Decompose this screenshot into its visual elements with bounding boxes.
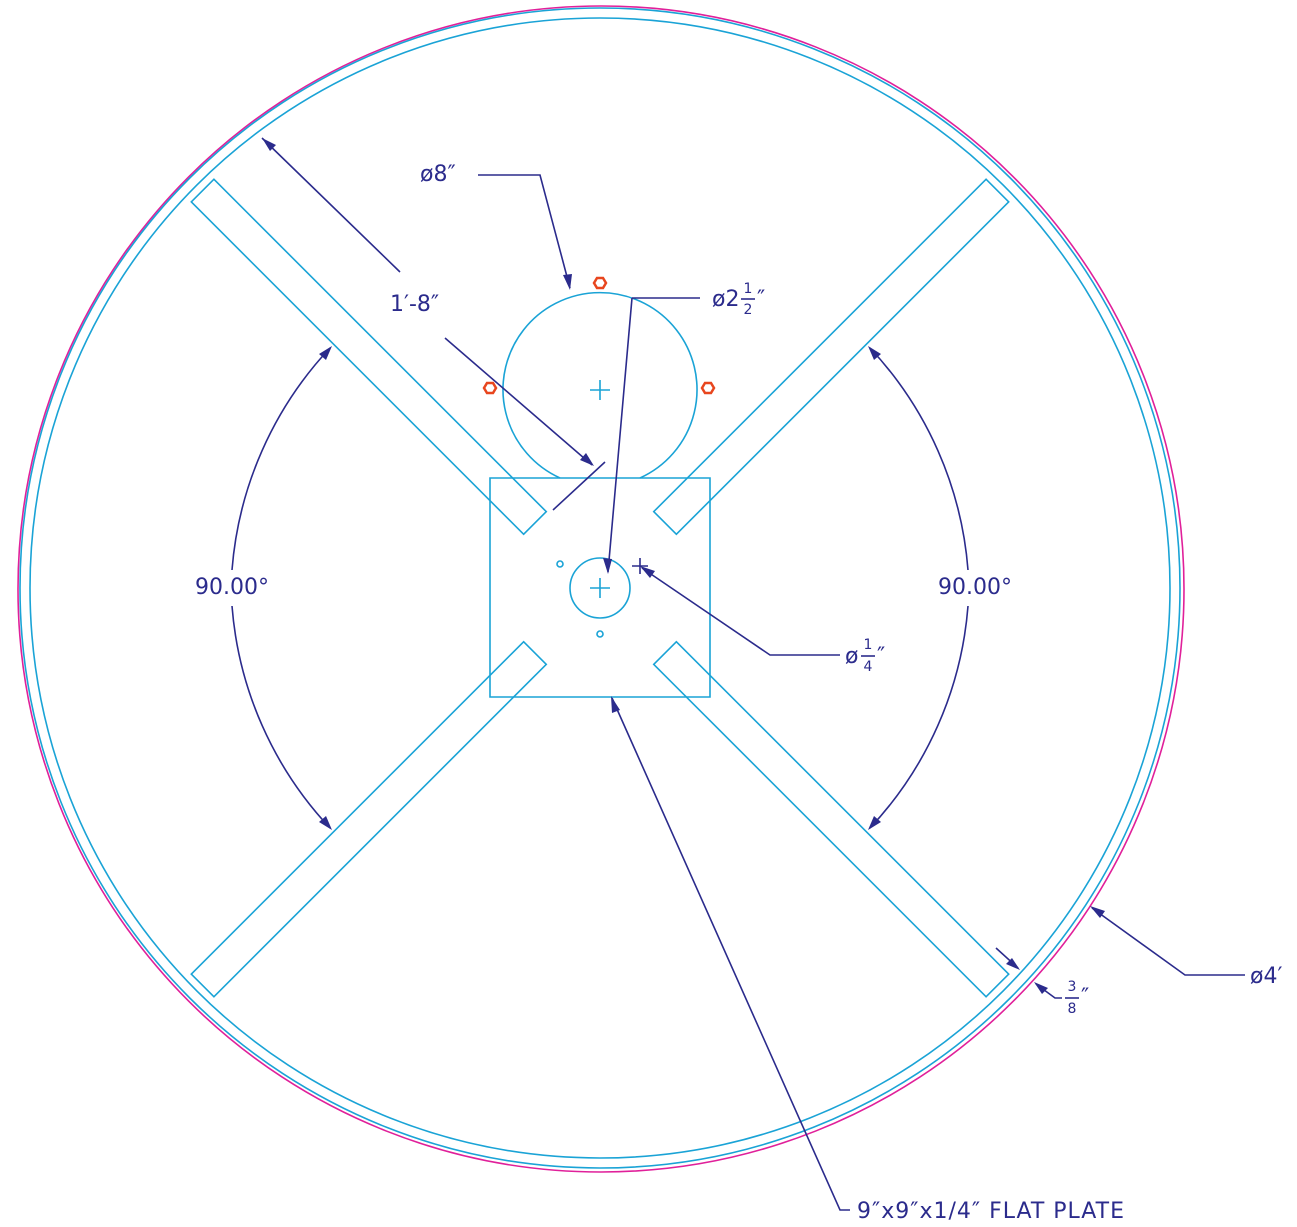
strut (652, 640, 1010, 998)
strut (190, 640, 548, 998)
label: 2 (744, 302, 753, 318)
label: ø8″ (420, 162, 456, 187)
angle-arc (869, 347, 969, 829)
leader (478, 174, 571, 289)
label: ø2 (712, 287, 739, 312)
center-mark (590, 380, 610, 400)
label: ″ (877, 644, 885, 669)
arrow (603, 558, 612, 574)
mount-circle (502, 291, 698, 479)
angle-arc (231, 347, 331, 829)
label: 9″x9″x1/4″ FLAT PLATE (857, 1199, 1125, 1224)
leader (607, 297, 700, 573)
label: 1′-8″ (390, 292, 439, 317)
leader (641, 567, 840, 656)
pipe-circle (569, 557, 631, 619)
label: 90.00° (938, 575, 1012, 600)
label: ø4′ (1250, 964, 1282, 989)
arrow (580, 453, 594, 466)
small-hole (596, 630, 604, 638)
label: ″ (1081, 985, 1089, 1010)
arrow (1034, 982, 1048, 994)
leader (995, 947, 1062, 999)
struts (190, 178, 1010, 998)
plate (489, 477, 711, 698)
bolts (482, 276, 716, 395)
plate-corners (489, 477, 711, 698)
inner-circle (29, 17, 1171, 1159)
arrow (1090, 906, 1105, 918)
arrow (868, 816, 881, 830)
bolt (482, 381, 498, 395)
small-hole (556, 560, 564, 568)
outer-circle (19, 7, 1181, 1169)
arrow (868, 346, 881, 360)
label: 1 (744, 281, 753, 297)
arrow (640, 566, 655, 578)
label: ø (845, 644, 858, 669)
bolt (700, 381, 716, 395)
leader (1091, 907, 1245, 976)
leader (611, 697, 850, 1211)
center-mark (590, 578, 610, 598)
outer-ring (17, 5, 1185, 1173)
label: ″ (757, 287, 765, 312)
label: 1 (864, 637, 873, 653)
label: 4 (864, 659, 873, 675)
arrow (319, 346, 332, 360)
strut (190, 178, 548, 536)
label: 3 (1068, 979, 1077, 995)
dimensions (231, 137, 1245, 1211)
strut (652, 178, 1010, 536)
arrow (319, 816, 332, 830)
arrow (563, 274, 572, 290)
arrow (262, 138, 276, 151)
arrow (611, 696, 620, 713)
leader (261, 137, 606, 511)
label: 90.00° (195, 575, 269, 600)
label: 8 (1068, 1001, 1077, 1017)
arrow (1006, 958, 1020, 970)
bolt (592, 276, 608, 290)
